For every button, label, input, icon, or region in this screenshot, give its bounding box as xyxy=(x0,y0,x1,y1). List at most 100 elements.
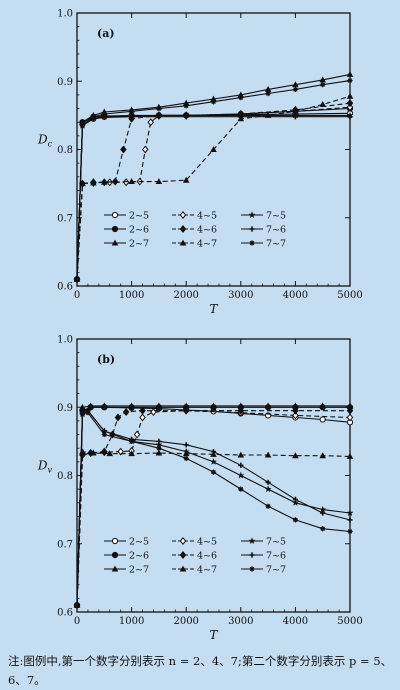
data-point xyxy=(346,406,354,415)
legend-marker xyxy=(179,239,187,246)
legend-label: 2~5 xyxy=(129,211,149,222)
data-point xyxy=(139,406,146,415)
series-4-7 xyxy=(73,92,354,282)
legend-marker xyxy=(249,226,255,232)
series-line xyxy=(76,412,351,606)
series-line xyxy=(76,409,351,606)
data-point xyxy=(182,447,191,455)
data-point xyxy=(209,457,218,466)
legend-marker xyxy=(111,565,119,572)
data-point xyxy=(87,402,94,409)
figure: 0 1000 2000 3000 4000 5000 0.6 0.7 0.8 0.9 1.0 T Dc (… xyxy=(37,9,363,643)
data-point xyxy=(320,510,326,516)
data-point xyxy=(292,452,299,459)
data-point xyxy=(129,114,135,120)
data-point xyxy=(210,146,217,152)
legend-marker xyxy=(111,551,119,559)
data-point xyxy=(106,450,114,457)
panel-label: (b) xyxy=(97,353,115,366)
series-7-7 xyxy=(74,410,353,608)
series-4-6 xyxy=(73,99,354,284)
data-point xyxy=(156,114,162,120)
legend-label: 4~7 xyxy=(197,565,217,576)
series-2-7 xyxy=(73,402,354,608)
legend-marker xyxy=(248,210,256,219)
legend-marker xyxy=(179,211,187,219)
data-point xyxy=(156,445,162,451)
data-point xyxy=(182,176,190,183)
legend-marker xyxy=(249,240,255,246)
data-point xyxy=(79,403,86,410)
y-tick-label: 0.7 xyxy=(57,539,73,550)
data-point xyxy=(319,452,326,459)
y-tick-label: 0.8 xyxy=(57,471,73,482)
legend: 2~5 2~6 2~7 4~5 4~6 4~7 7~5 7~6 7~7 xyxy=(104,211,286,250)
x-tick-label: 3000 xyxy=(228,616,253,627)
y-tick-label: 0.6 xyxy=(57,282,73,293)
data-point xyxy=(346,92,354,99)
series-line xyxy=(76,112,351,280)
chart-panel-1: 0 1000 2000 3000 4000 5000 0.6 0.7 0.8 0.9 1.0 T Dc (… xyxy=(37,9,363,317)
data-point xyxy=(292,406,299,415)
legend-label: 4~5 xyxy=(197,211,217,222)
legend-label: 7~7 xyxy=(266,239,286,250)
data-point xyxy=(346,99,354,108)
legend-label: 4~5 xyxy=(197,537,217,548)
data-point xyxy=(120,145,127,154)
data-point xyxy=(90,114,96,120)
data-point xyxy=(238,486,244,492)
legend: 2~5 2~6 2~7 4~5 4~6 4~7 7~5 7~6 7~7 xyxy=(104,537,286,576)
y-tick-label: 0.6 xyxy=(57,608,73,619)
x-tick-label: 3000 xyxy=(228,290,253,301)
data-point xyxy=(346,508,354,517)
data-point xyxy=(147,118,154,127)
data-point xyxy=(90,449,97,456)
legend-label: 2~7 xyxy=(129,565,149,576)
y-tick-label: 1.0 xyxy=(57,9,73,20)
data-point xyxy=(292,517,298,523)
data-point xyxy=(128,450,135,457)
legend-marker xyxy=(111,211,119,219)
data-point xyxy=(238,462,244,468)
data-point xyxy=(128,178,135,185)
data-point xyxy=(346,413,354,422)
series-line xyxy=(76,410,351,606)
data-point xyxy=(236,471,245,479)
data-point xyxy=(347,517,353,523)
data-point xyxy=(122,408,130,417)
legend-marker xyxy=(179,565,187,572)
y-axis-label: Dc xyxy=(37,133,53,149)
x-tick-label: 4000 xyxy=(283,290,308,301)
data-point xyxy=(133,430,141,439)
data-point xyxy=(292,81,299,88)
data-point xyxy=(346,71,354,77)
data-point xyxy=(264,485,272,493)
data-point xyxy=(210,99,217,105)
series-line xyxy=(76,102,351,280)
figure-note: 注:图例中,第一个数字分别表示 n = 2、4、7;第二个数字分别表示 p = … xyxy=(8,654,393,687)
data-point xyxy=(292,411,299,420)
series-line xyxy=(76,410,350,606)
legend-label: 2~7 xyxy=(129,239,149,250)
legend-marker xyxy=(248,536,256,545)
data-point xyxy=(265,503,271,509)
data-point xyxy=(265,90,271,97)
legend-marker xyxy=(249,566,255,572)
data-point xyxy=(85,410,91,416)
data-point xyxy=(346,452,354,459)
data-point xyxy=(156,438,162,444)
legend-label: 7~5 xyxy=(266,537,286,548)
data-point xyxy=(320,526,326,532)
legend-marker xyxy=(111,239,119,246)
legend-label: 2~6 xyxy=(129,551,149,562)
legend-marker xyxy=(179,537,187,545)
series-7-7 xyxy=(74,77,353,282)
series-line xyxy=(76,95,351,280)
legend-marker xyxy=(111,225,119,233)
x-tick-label: 1000 xyxy=(119,616,144,627)
data-point xyxy=(238,95,244,101)
series-7-5 xyxy=(73,111,354,283)
legend-marker xyxy=(179,551,187,559)
series-line xyxy=(76,106,351,280)
series-line xyxy=(76,114,350,280)
